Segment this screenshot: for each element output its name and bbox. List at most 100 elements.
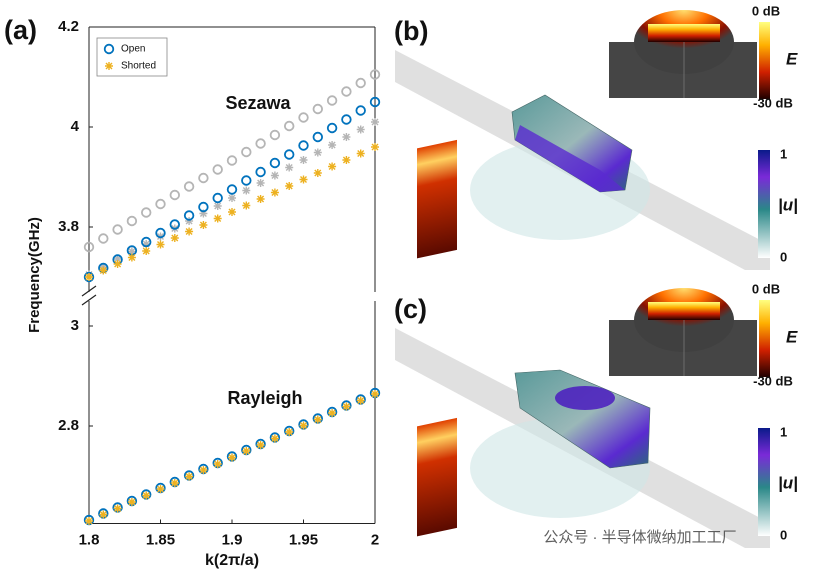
point	[242, 447, 251, 455]
point	[269, 129, 281, 141]
u-symbol: |u|	[778, 473, 798, 492]
point	[342, 156, 351, 164]
point	[341, 86, 352, 97]
point	[127, 253, 136, 262]
point	[83, 271, 95, 283]
point	[312, 131, 324, 143]
point	[285, 182, 294, 190]
point	[226, 155, 238, 166]
point	[312, 103, 324, 115]
point	[326, 95, 338, 106]
point	[103, 43, 115, 55]
point	[369, 96, 381, 108]
cross-section-top	[648, 24, 720, 42]
point	[99, 266, 108, 275]
u-min-label: 0	[780, 249, 787, 264]
legend-label: Open	[121, 44, 145, 55]
axis-break-gap	[80, 292, 100, 301]
point	[199, 209, 208, 218]
sim-panel: (b) 0 dB -30 dB E |u| 1 0	[394, 3, 798, 270]
point	[113, 260, 122, 268]
annotation: Rayleigh	[227, 388, 302, 408]
plot-a: 3.8 4 4.2 Sezawa (a) Frequency(GHz) Open Shorte…	[4, 15, 381, 569]
point	[256, 179, 265, 187]
point	[126, 215, 138, 227]
e-colorbar	[759, 300, 770, 377]
point	[199, 466, 208, 474]
annotation: Sezawa	[225, 93, 291, 113]
point	[255, 166, 266, 178]
u-min-label: 0	[780, 527, 787, 542]
heatmap-inset	[417, 417, 457, 537]
y-axis-label: Frequency(GHz)	[26, 217, 43, 333]
point	[169, 189, 181, 201]
point	[112, 224, 123, 235]
point	[155, 198, 166, 210]
x-tick-label: 1.9	[222, 531, 243, 548]
point	[140, 207, 152, 218]
point	[270, 434, 279, 443]
point	[142, 491, 151, 500]
panel-label: (c)	[394, 294, 427, 324]
e-symbol: E	[786, 49, 798, 68]
simulation-panels: (b) 0 dB -30 dB E |u| 1 0 (c) 0 dB -30 dB E |u| 1 0 公众…	[394, 3, 798, 548]
point	[313, 415, 322, 424]
y-tick-label: 3.8	[58, 218, 79, 235]
point	[156, 240, 165, 249]
point	[255, 138, 266, 149]
point	[242, 186, 251, 195]
point	[313, 169, 322, 177]
point	[270, 171, 279, 180]
point	[213, 214, 222, 223]
point	[341, 114, 352, 125]
point	[198, 172, 209, 184]
cross-section-top	[648, 302, 720, 320]
point	[185, 472, 194, 481]
point	[342, 133, 351, 141]
u-max-label: 1	[780, 146, 787, 161]
point	[326, 122, 338, 134]
point	[170, 234, 179, 242]
panel-label: (b)	[394, 16, 428, 46]
point	[369, 69, 381, 80]
y-tick-label: 4.2	[58, 18, 79, 35]
point	[198, 201, 209, 213]
point	[228, 208, 236, 216]
point	[371, 118, 379, 126]
point	[228, 194, 236, 202]
point	[298, 112, 309, 123]
point	[127, 247, 136, 256]
point	[328, 162, 337, 171]
point	[212, 192, 223, 204]
point	[355, 77, 366, 89]
point	[242, 201, 251, 210]
point	[113, 255, 122, 263]
axis-break	[81, 285, 97, 306]
point	[285, 428, 294, 436]
point	[185, 217, 194, 225]
point	[328, 141, 337, 149]
point	[270, 188, 279, 197]
point	[85, 273, 93, 281]
device-face	[515, 125, 625, 192]
e-colorbar	[759, 22, 770, 99]
point	[185, 227, 194, 236]
point	[356, 125, 365, 134]
point	[140, 236, 152, 248]
device	[514, 369, 651, 469]
point	[226, 184, 238, 195]
e-symbol: E	[786, 327, 798, 346]
e-max-label: 0 dB	[752, 3, 780, 18]
point	[342, 402, 351, 411]
device-mode	[555, 386, 615, 410]
point	[156, 485, 165, 493]
point	[213, 460, 222, 468]
point	[183, 210, 195, 221]
u-max-label: 1	[780, 424, 787, 439]
u-colorbar	[758, 428, 770, 536]
point	[228, 453, 236, 462]
legend-label: Shorted	[121, 61, 156, 72]
point	[127, 498, 136, 506]
point	[212, 164, 223, 175]
